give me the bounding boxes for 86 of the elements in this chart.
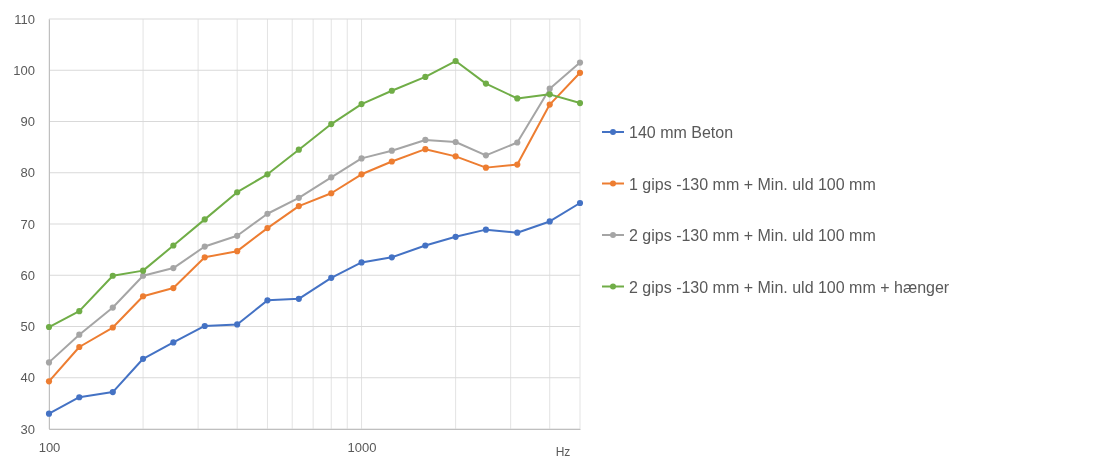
point [264,297,271,304]
point [109,304,116,311]
y-tick-label: 40 [20,370,35,386]
point [234,248,241,255]
point [109,324,116,331]
point [295,202,302,210]
y-tick-label: 50 [20,319,35,335]
point [328,190,335,197]
point [546,218,553,225]
point [388,87,395,94]
point [576,59,584,66]
point [295,194,302,201]
point [358,259,365,266]
point [109,272,116,279]
point [170,339,177,346]
x-axis-title: Hz [555,445,571,459]
point [514,139,521,146]
point [170,264,177,272]
point [201,254,208,261]
point [546,85,553,92]
point [139,267,147,274]
point [482,80,490,87]
y-tick-label: 70 [20,216,35,232]
point [295,146,302,153]
point [388,147,395,154]
point [482,226,490,233]
point [201,216,208,223]
point [422,242,429,249]
y-tick-label: 80 [20,165,35,181]
point [234,321,241,328]
point [139,355,147,362]
point [358,171,365,178]
point [170,284,177,292]
point [328,120,335,128]
point [452,233,459,240]
point [201,243,208,250]
y-tick-label: 100 [13,62,35,78]
point [45,359,53,366]
legend-label: 140 mm Beton [629,124,734,141]
y-tick-label: 30 [20,421,35,437]
point [170,242,177,249]
point [452,153,459,160]
point [76,343,83,351]
legend-label: 2 gips -130 mm + Min. uld 100 mm + hænger [629,278,950,296]
point [514,161,521,168]
point [76,394,83,401]
point [358,100,365,108]
point [139,272,147,279]
point [422,146,429,153]
point [45,410,53,417]
point [546,101,553,108]
point [452,57,459,65]
y-tick-label: 90 [20,114,35,130]
point [76,308,83,315]
point [295,295,302,302]
point [328,274,335,281]
point [45,378,53,385]
point [358,155,365,162]
point [576,69,584,76]
legend-label: 1 gips -130 mm + Min. uld 100 mm [629,175,876,193]
x-tick-label: 1000 [347,440,377,456]
point [482,152,490,159]
point [264,225,271,232]
point [514,95,521,102]
point [388,158,395,165]
y-tick-label: 60 [20,267,35,283]
point [328,174,335,181]
point [109,389,116,396]
point [76,331,83,338]
point [482,164,490,171]
point [139,293,147,300]
point [264,210,271,217]
point [264,171,271,178]
point [514,229,521,236]
point [201,322,208,330]
point [234,189,241,196]
y-tick-label: 110 [14,11,35,27]
point [422,73,429,80]
point [388,254,395,261]
point [234,232,241,239]
point [422,136,429,144]
point [452,138,459,146]
point [546,91,553,98]
point [576,99,584,107]
point [576,199,584,207]
legend-label: 2 gips -130 mm + Min. uld 100 mm [629,227,876,244]
